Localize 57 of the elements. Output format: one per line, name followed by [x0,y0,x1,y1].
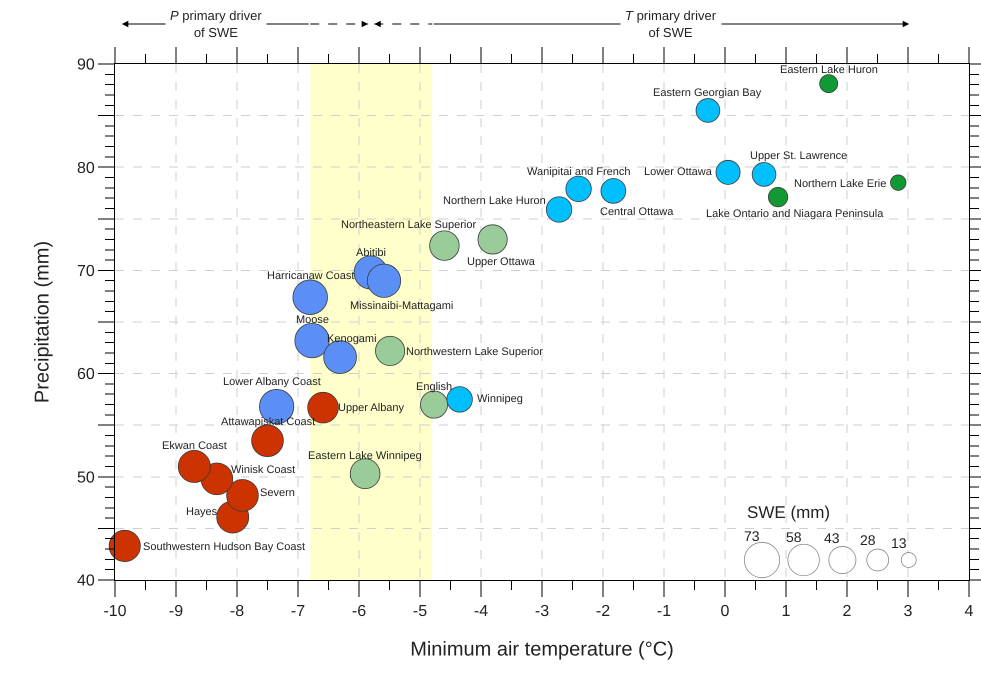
y-axis-title: Precipitation (mm) [32,240,54,404]
x-tick-label: 3 [904,603,913,620]
annotation: Lower Albany Coast [223,376,321,388]
annotation: Eastern Lake Huron [780,64,878,76]
x-tick-label: -5 [412,603,428,620]
annotation: Hayes [186,506,218,518]
legend-label: 73 [744,528,760,544]
x-tick-label: -6 [352,603,366,620]
x-tick-label: -3 [534,603,550,620]
y-tick-label: 50 [77,469,95,486]
annotation: Missinaibi-Mattagami [350,300,454,312]
x-tick-label: -1 [656,603,672,620]
annotation: Winisk Coast [231,464,296,476]
x-tick-label: -2 [596,603,610,620]
annotation: Lake Ontario and Niagara Peninsula [706,208,884,220]
annotation: English [416,381,452,393]
x-tick-label: -10 [103,603,127,620]
annotation: Upper Albany [338,402,405,414]
x-tick-label: 1 [782,603,791,620]
annotation: Northwestern Lake Superior [406,346,544,358]
x-tick-label: -7 [290,603,306,620]
x-tick-label: 2 [842,603,852,620]
y-tick-label: 90 [77,56,95,74]
annotation: Eastern Lake Winnipeg [308,450,422,462]
annotation: Severn [260,487,295,499]
annotation: Moose [296,314,330,326]
x-tick-label: -9 [168,603,184,620]
annotation: Upper St. Lawrence [750,150,848,162]
y-tick-label: 60 [77,366,95,384]
text: P primary driver of SWE [170,8,262,40]
legend-label: 58 [786,529,802,545]
annotation: Northern Lake Huron [443,195,546,207]
legend-label: 28 [860,532,876,548]
annotation: Abitibi [356,247,386,259]
y-tick-label: 40 [77,572,95,590]
x-tick-label: 0 [720,603,730,620]
y-tick-label: 70 [77,263,95,280]
annotation: Eastern Georgian Bay [653,87,762,99]
legend-title: SWE (mm) [747,503,830,522]
annotation: Ekwan Coast [162,440,227,452]
annotation: Northeastern Lake Superior [341,219,476,231]
x-axis-title: Minimum air temperature (°C) [410,638,674,661]
x-tick-label: -4 [474,603,488,620]
text: T primary driver of SWE [625,8,717,40]
annotation: Central Ottawa [600,206,674,218]
annotation: Lower Ottawa [644,166,713,178]
x-tick-label: -8 [230,603,244,620]
annotation: Winnipeg [477,393,523,405]
annotation: Southwestern Hudson Bay Coast [143,541,306,553]
x-tick-label: 4 [964,603,974,620]
annotation: Upper Ottawa [467,256,536,268]
legend-label: 13 [891,535,907,551]
annotation: Northern Lake Erie [794,178,886,190]
y-tick-label: 80 [77,160,95,177]
annotation: Wanipitai and French [527,166,631,178]
annotation: Harricanaw Coast [267,270,354,282]
legend-label: 43 [824,530,840,546]
